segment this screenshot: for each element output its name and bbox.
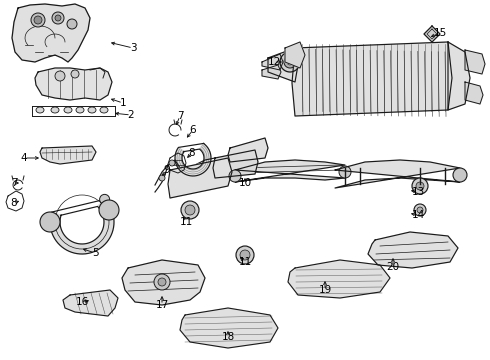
Circle shape bbox=[229, 170, 241, 182]
Text: 13: 13 bbox=[412, 187, 425, 197]
Circle shape bbox=[453, 168, 467, 182]
Text: 19: 19 bbox=[318, 285, 332, 295]
Text: 16: 16 bbox=[75, 297, 89, 307]
Circle shape bbox=[236, 246, 254, 264]
Text: 7: 7 bbox=[11, 178, 17, 188]
Text: 17: 17 bbox=[155, 300, 169, 310]
Polygon shape bbox=[292, 42, 452, 116]
Circle shape bbox=[52, 12, 64, 24]
Ellipse shape bbox=[51, 107, 59, 113]
Polygon shape bbox=[465, 82, 483, 104]
Text: 2: 2 bbox=[128, 110, 134, 120]
Text: 15: 15 bbox=[433, 28, 446, 38]
Ellipse shape bbox=[76, 107, 84, 113]
Circle shape bbox=[55, 15, 61, 21]
Polygon shape bbox=[63, 290, 118, 316]
Text: 8: 8 bbox=[189, 148, 196, 158]
Circle shape bbox=[71, 70, 79, 78]
Text: 3: 3 bbox=[130, 43, 136, 53]
Circle shape bbox=[287, 59, 293, 65]
Polygon shape bbox=[50, 199, 114, 254]
Circle shape bbox=[284, 56, 296, 68]
Polygon shape bbox=[448, 42, 470, 110]
Polygon shape bbox=[288, 260, 390, 298]
Text: 8: 8 bbox=[11, 198, 17, 208]
Circle shape bbox=[185, 205, 195, 215]
Polygon shape bbox=[175, 143, 211, 176]
Circle shape bbox=[280, 52, 300, 72]
Text: 6: 6 bbox=[190, 125, 196, 135]
Circle shape bbox=[416, 182, 424, 190]
Text: 7: 7 bbox=[177, 111, 183, 121]
Text: 5: 5 bbox=[92, 248, 98, 258]
Circle shape bbox=[154, 274, 170, 290]
Polygon shape bbox=[122, 260, 205, 305]
Polygon shape bbox=[285, 42, 305, 68]
Polygon shape bbox=[335, 160, 460, 188]
Ellipse shape bbox=[88, 107, 96, 113]
Circle shape bbox=[55, 71, 65, 81]
Circle shape bbox=[412, 178, 428, 194]
Ellipse shape bbox=[64, 107, 72, 113]
Circle shape bbox=[99, 200, 119, 220]
Polygon shape bbox=[12, 4, 90, 62]
Text: 9: 9 bbox=[164, 165, 171, 175]
Polygon shape bbox=[170, 158, 232, 198]
Polygon shape bbox=[180, 308, 278, 348]
Circle shape bbox=[31, 13, 45, 27]
Text: 14: 14 bbox=[412, 210, 425, 220]
Circle shape bbox=[67, 19, 77, 29]
Circle shape bbox=[240, 250, 250, 260]
Polygon shape bbox=[235, 160, 345, 182]
Ellipse shape bbox=[36, 107, 44, 113]
Circle shape bbox=[414, 204, 426, 216]
Polygon shape bbox=[215, 150, 258, 178]
Circle shape bbox=[417, 207, 423, 213]
Circle shape bbox=[99, 194, 110, 204]
Text: 4: 4 bbox=[21, 153, 27, 163]
Text: 12: 12 bbox=[268, 57, 281, 67]
Polygon shape bbox=[465, 50, 485, 74]
Text: 11: 11 bbox=[238, 257, 252, 267]
Polygon shape bbox=[368, 232, 458, 268]
Polygon shape bbox=[424, 26, 440, 42]
Text: 11: 11 bbox=[179, 217, 193, 227]
Circle shape bbox=[169, 160, 175, 166]
Text: 20: 20 bbox=[387, 262, 399, 272]
Polygon shape bbox=[262, 65, 281, 79]
Circle shape bbox=[158, 278, 166, 286]
Polygon shape bbox=[262, 54, 283, 70]
Ellipse shape bbox=[100, 107, 108, 113]
Circle shape bbox=[181, 201, 199, 219]
Text: 10: 10 bbox=[239, 178, 251, 188]
Circle shape bbox=[159, 175, 165, 181]
Text: 18: 18 bbox=[221, 332, 235, 342]
Polygon shape bbox=[40, 146, 96, 164]
Polygon shape bbox=[35, 68, 112, 100]
Circle shape bbox=[40, 212, 60, 232]
Polygon shape bbox=[230, 138, 268, 162]
Circle shape bbox=[339, 166, 351, 178]
Text: 1: 1 bbox=[120, 98, 126, 108]
Polygon shape bbox=[268, 48, 298, 82]
Circle shape bbox=[34, 16, 42, 24]
